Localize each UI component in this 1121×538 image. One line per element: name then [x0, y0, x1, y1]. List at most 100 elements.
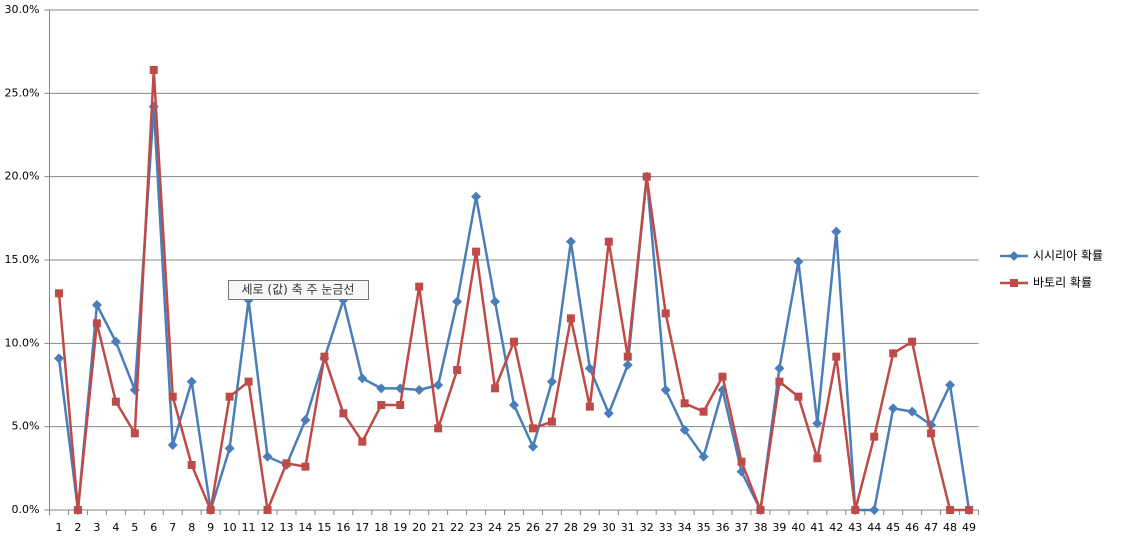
marker	[907, 406, 918, 417]
marker	[870, 432, 879, 441]
x-tick-label: 25	[507, 521, 521, 534]
x-tick-label: 34	[678, 521, 692, 534]
marker	[509, 400, 519, 410]
marker	[244, 377, 253, 386]
marker	[547, 417, 556, 426]
marker	[262, 451, 273, 462]
marker	[377, 401, 386, 409]
marker	[566, 314, 575, 323]
marker	[300, 415, 311, 425]
marker	[510, 337, 518, 346]
x-tick-label: 36	[716, 521, 730, 534]
marker	[301, 462, 310, 471]
marker	[851, 506, 860, 514]
x-tick-label: 49	[962, 521, 976, 534]
x-tick-label: 24	[488, 521, 502, 534]
x-tick-label: 44	[867, 521, 881, 534]
marker	[546, 376, 557, 387]
marker	[889, 349, 898, 358]
marker	[869, 505, 880, 515]
marker	[339, 409, 348, 418]
marker	[91, 300, 102, 310]
x-tick-label: 1	[55, 521, 62, 534]
x-tick-label: 45	[886, 521, 900, 534]
tooltip: 세로 (값) 축 주 눈금선	[228, 280, 369, 300]
marker	[357, 373, 368, 384]
x-tick-label: 46	[905, 521, 919, 534]
x-tick-label: 9	[207, 521, 214, 534]
marker	[73, 506, 82, 514]
marker	[110, 336, 121, 347]
marker	[111, 397, 120, 406]
x-tick-label: 43	[848, 521, 862, 534]
x-tick-label: 40	[791, 521, 805, 534]
marker	[774, 363, 785, 374]
y-tick-label: 10.0%	[5, 336, 40, 349]
x-tick-label: 33	[659, 521, 673, 534]
marker	[660, 385, 671, 395]
marker	[168, 392, 177, 401]
y-tick-label: 25.0%	[5, 86, 40, 99]
tooltip-text: 세로 (값) 축 주 눈금선	[242, 283, 355, 297]
marker	[699, 407, 708, 416]
marker	[794, 392, 803, 401]
marker	[775, 377, 784, 386]
marker	[584, 363, 595, 374]
x-tick-label: 5	[131, 521, 138, 534]
legend-label: 바토리 확률	[1033, 276, 1092, 290]
x-tick-label: 47	[924, 521, 938, 534]
x-tick-label: 20	[412, 521, 426, 534]
marker	[167, 440, 178, 450]
marker	[1009, 251, 1019, 261]
marker	[585, 402, 594, 411]
marker	[888, 403, 899, 414]
marker	[661, 309, 670, 318]
x-tick-label: 7	[169, 521, 176, 534]
marker	[623, 352, 632, 361]
marker	[415, 282, 424, 291]
marker	[908, 337, 917, 346]
series-line	[57, 68, 970, 512]
marker	[528, 424, 537, 433]
series	[54, 66, 974, 514]
marker	[358, 437, 367, 446]
marker	[263, 506, 272, 514]
marker	[53, 353, 64, 364]
marker	[434, 424, 443, 433]
marker	[831, 226, 842, 237]
marker	[282, 459, 291, 468]
marker	[149, 66, 158, 74]
x-tick-label: 28	[564, 521, 578, 534]
marker	[679, 425, 690, 435]
marker	[490, 296, 501, 307]
x-tick-label: 6	[150, 521, 157, 534]
marker	[965, 506, 974, 514]
marker	[225, 392, 234, 401]
marker	[452, 296, 463, 307]
y-tick-label: 30.0%	[5, 3, 40, 16]
marker	[472, 247, 481, 256]
y-tick-label: 5.0%	[12, 420, 40, 433]
marker	[527, 441, 538, 452]
x-tick-label: 32	[640, 521, 654, 534]
x-tick-label: 13	[279, 521, 293, 534]
marker	[756, 506, 765, 514]
x-tick-label: 29	[583, 521, 597, 534]
marker	[718, 372, 727, 381]
x-tick-label: 39	[772, 521, 786, 534]
series-line	[57, 105, 971, 512]
marker	[206, 506, 215, 514]
marker	[1010, 279, 1018, 287]
marker	[832, 352, 841, 361]
x-tick-label: 15	[317, 521, 331, 534]
marker	[376, 383, 387, 394]
marker	[604, 237, 613, 246]
x-tick-label: 23	[469, 521, 483, 534]
marker	[698, 451, 709, 462]
series	[53, 101, 975, 515]
marker	[130, 429, 139, 438]
marker	[471, 191, 482, 202]
marker	[186, 376, 197, 387]
marker	[92, 319, 101, 328]
marker	[813, 454, 822, 463]
